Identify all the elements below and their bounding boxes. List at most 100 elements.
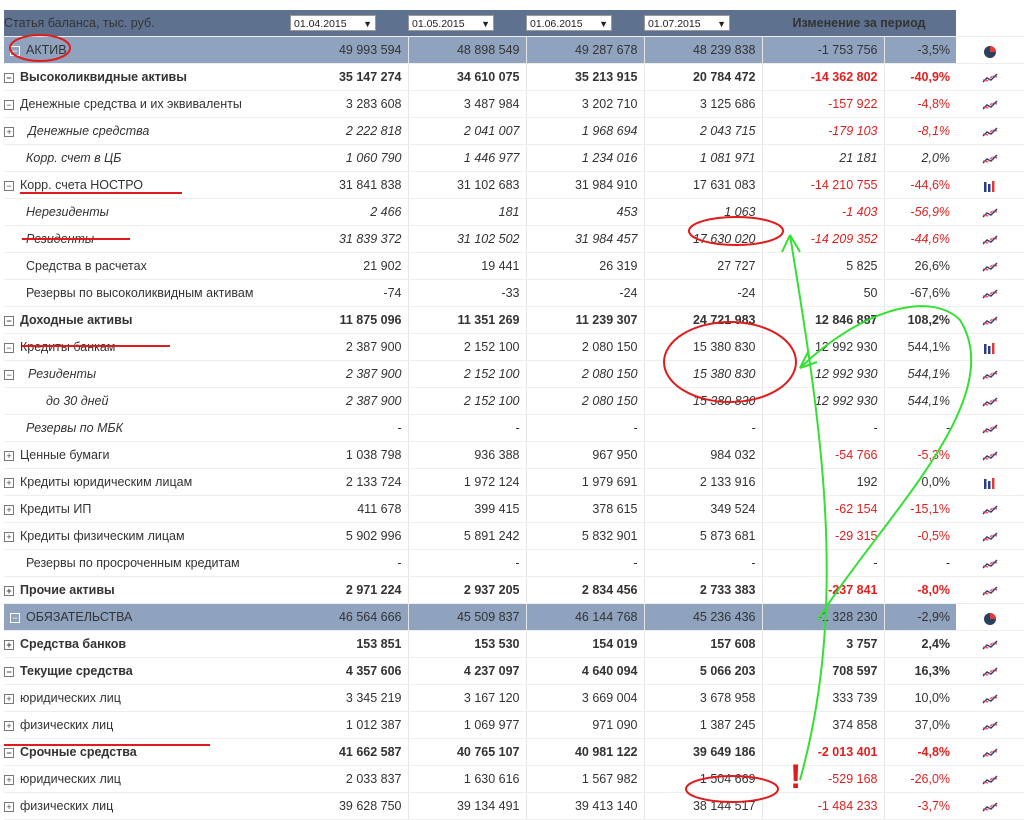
cell-value: 46 144 768 bbox=[526, 603, 645, 631]
cell-value: 5 902 996 bbox=[290, 522, 409, 550]
line-chart-icon[interactable] bbox=[982, 423, 998, 435]
cell-change-percent: 37,0% bbox=[884, 711, 957, 739]
cell-value: 1 012 387 bbox=[290, 711, 409, 739]
table-row: + Прочие активы 2 971 224 2 937 205 2 834 45… bbox=[4, 576, 1024, 604]
table-row: Нерезиденты 2 466 181 453 1 063 -1 403 -56,9% bbox=[4, 198, 1024, 226]
expand-icon[interactable]: + bbox=[4, 774, 14, 785]
bar-chart-icon[interactable] bbox=[982, 477, 998, 489]
line-chart-icon[interactable] bbox=[982, 504, 998, 516]
pie-chart-icon[interactable] bbox=[982, 45, 998, 58]
cell-change-percent: -3,5% bbox=[884, 36, 957, 64]
cell-value: 1 063 bbox=[644, 198, 763, 226]
row-label: Резервы по МБК bbox=[26, 421, 123, 435]
cell-change-percent: 544,1% bbox=[884, 360, 957, 388]
date-select-2[interactable]: 01.05.2015 ▼ bbox=[408, 15, 494, 31]
collapse-icon[interactable]: − bbox=[4, 369, 14, 380]
cell-value: 4 357 606 bbox=[290, 657, 409, 685]
cell-value: 19 441 bbox=[408, 252, 527, 280]
cell-value: 1 630 616 bbox=[408, 765, 527, 793]
cell-value: 2 387 900 bbox=[290, 333, 409, 361]
cell-value: 5 832 901 bbox=[526, 522, 645, 550]
date-select-4[interactable]: 01.07.2015 ▼ bbox=[644, 15, 730, 31]
section-row: − АКТИВ 49 993 594 48 898 549 49 287 678 48 2… bbox=[4, 36, 1024, 64]
expand-icon[interactable]: + bbox=[4, 720, 14, 731]
cell-value: 4 640 094 bbox=[526, 657, 645, 685]
cell-value: 3 202 710 bbox=[526, 90, 645, 118]
line-chart-icon[interactable] bbox=[982, 315, 998, 327]
line-chart-icon[interactable] bbox=[982, 72, 998, 84]
line-chart-icon[interactable] bbox=[982, 207, 998, 219]
cell-change-percent: -40,9% bbox=[884, 63, 957, 91]
line-chart-icon[interactable] bbox=[982, 234, 998, 246]
cell-value: 45 509 837 bbox=[408, 603, 527, 631]
line-chart-icon[interactable] bbox=[982, 585, 998, 597]
cell-value: 39 413 140 bbox=[526, 792, 645, 820]
cell-value: 1 387 245 bbox=[644, 711, 763, 739]
line-chart-icon[interactable] bbox=[982, 153, 998, 165]
cell-change: 5 825 bbox=[762, 252, 885, 280]
cell-value: 153 530 bbox=[408, 630, 527, 658]
line-chart-icon[interactable] bbox=[982, 720, 998, 732]
date-select-3[interactable]: 01.06.2015 ▼ bbox=[526, 15, 612, 31]
line-chart-icon[interactable] bbox=[982, 450, 998, 462]
collapse-icon[interactable]: − bbox=[4, 180, 14, 191]
expand-icon[interactable]: + bbox=[4, 531, 14, 542]
expand-icon[interactable]: + bbox=[4, 639, 14, 650]
bar-chart-icon[interactable] bbox=[982, 342, 998, 354]
cell-change: - bbox=[762, 414, 885, 442]
expand-icon[interactable]: + bbox=[4, 693, 14, 704]
cell-value: 2 971 224 bbox=[290, 576, 409, 604]
line-chart-icon[interactable] bbox=[982, 693, 998, 705]
line-chart-icon[interactable] bbox=[982, 639, 998, 651]
cell-change: -529 168 bbox=[762, 765, 885, 793]
cell-value: 35 213 915 bbox=[526, 63, 645, 91]
row-label: Денежные средства и их эквиваленты bbox=[20, 97, 242, 111]
date-select-1[interactable]: 01.04.2015 ▼ bbox=[290, 15, 376, 31]
line-chart-icon[interactable] bbox=[982, 369, 998, 381]
pie-chart-icon[interactable] bbox=[982, 612, 998, 625]
line-chart-icon[interactable] bbox=[982, 666, 998, 678]
collapse-icon[interactable]: − bbox=[4, 72, 14, 83]
expand-icon[interactable]: + bbox=[4, 801, 14, 812]
expand-icon[interactable]: + bbox=[4, 585, 14, 596]
line-chart-icon[interactable] bbox=[982, 99, 998, 111]
cell-value: 26 319 bbox=[526, 252, 645, 280]
table-row: Корр. счет в ЦБ 1 060 790 1 446 977 1 234 0… bbox=[4, 144, 1024, 172]
collapse-icon[interactable]: − bbox=[4, 342, 14, 353]
line-chart-icon[interactable] bbox=[982, 126, 998, 138]
line-chart-icon[interactable] bbox=[982, 531, 998, 543]
cell-value: 2 466 bbox=[290, 198, 409, 226]
line-chart-icon[interactable] bbox=[982, 288, 998, 300]
line-chart-icon[interactable] bbox=[982, 396, 998, 408]
collapse-icon[interactable]: − bbox=[4, 666, 14, 677]
line-chart-icon[interactable] bbox=[982, 558, 998, 570]
cell-value: 15 380 830 bbox=[644, 360, 763, 388]
collapse-icon[interactable]: − bbox=[10, 612, 20, 623]
cell-change-percent: 26,6% bbox=[884, 252, 957, 280]
row-label: Текущие средства bbox=[20, 664, 133, 678]
line-chart-icon[interactable] bbox=[982, 747, 998, 759]
expand-icon[interactable]: + bbox=[4, 126, 14, 137]
bar-chart-icon[interactable] bbox=[982, 180, 998, 192]
cell-value: 1 446 977 bbox=[408, 144, 527, 172]
cell-value: 3 125 686 bbox=[644, 90, 763, 118]
expand-icon[interactable]: + bbox=[4, 477, 14, 488]
cell-value: 936 388 bbox=[408, 441, 527, 469]
line-chart-icon[interactable] bbox=[982, 801, 998, 813]
line-chart-icon[interactable] bbox=[982, 774, 998, 786]
collapse-icon[interactable]: − bbox=[10, 45, 20, 56]
cell-change-percent: -2,9% bbox=[884, 603, 957, 631]
cell-value: 41 662 587 bbox=[290, 738, 409, 766]
cell-value: 3 283 608 bbox=[290, 90, 409, 118]
collapse-icon[interactable]: − bbox=[4, 315, 14, 326]
cell-change: 50 bbox=[762, 279, 885, 307]
expand-icon[interactable]: + bbox=[4, 504, 14, 515]
expand-icon[interactable]: + bbox=[4, 450, 14, 461]
collapse-icon[interactable]: − bbox=[4, 747, 14, 758]
line-chart-icon[interactable] bbox=[982, 261, 998, 273]
chevron-down-icon: ▼ bbox=[363, 19, 372, 29]
cell-value: 2 387 900 bbox=[290, 387, 409, 415]
collapse-icon[interactable]: − bbox=[4, 99, 14, 110]
cell-value: 349 524 bbox=[644, 495, 763, 523]
section-row: − ОБЯЗАТЕЛЬСТВА 46 564 666 45 509 837 46 144… bbox=[4, 603, 1024, 631]
